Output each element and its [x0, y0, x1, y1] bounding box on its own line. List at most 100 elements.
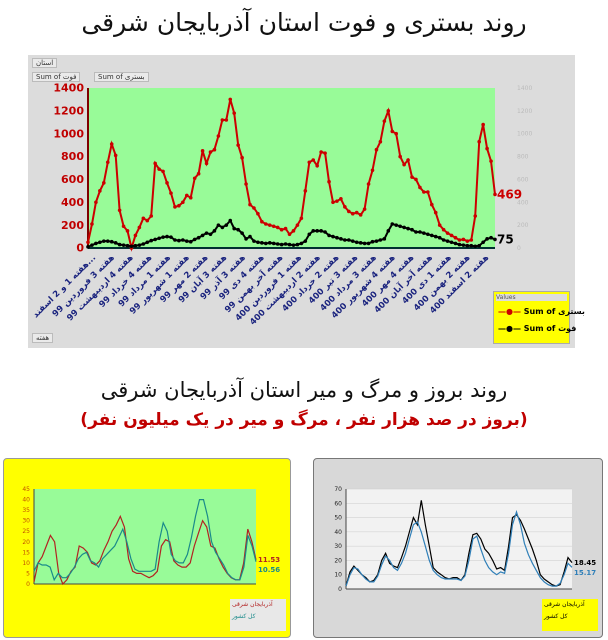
- data-point: [335, 199, 339, 203]
- data-point: [248, 202, 252, 207]
- data-point: [402, 162, 406, 167]
- data-point: [335, 235, 339, 240]
- data-point: [461, 237, 466, 242]
- data-point: [453, 241, 458, 246]
- data-point: [220, 225, 225, 230]
- data-point: [291, 229, 296, 233]
- data-point: [200, 233, 205, 238]
- data-point: [117, 242, 122, 247]
- data-point: [117, 208, 122, 213]
- data-point: [252, 206, 256, 210]
- data-point: [184, 193, 189, 198]
- data-point: [358, 241, 363, 245]
- data-point: [319, 229, 323, 233]
- data-point: [437, 223, 442, 227]
- data-point: [406, 226, 410, 231]
- data-point: [264, 222, 268, 226]
- data-point: [94, 200, 98, 205]
- data-point: [398, 224, 402, 229]
- data-point: [350, 239, 355, 243]
- y-tick-label: 1000: [53, 127, 84, 140]
- data-point: [137, 225, 142, 230]
- data-point: [402, 225, 406, 230]
- data-point: [426, 190, 430, 194]
- data-point: [212, 229, 217, 233]
- data-point: [493, 237, 497, 242]
- data-point: [429, 233, 434, 238]
- data-point: [196, 235, 201, 240]
- secondary-y-tick-label: 800: [517, 154, 529, 161]
- data-point: [489, 235, 493, 240]
- y-tick-label: 30: [334, 543, 342, 550]
- data-point: [299, 216, 304, 221]
- legend-label: Sum of بستری: [523, 307, 585, 316]
- legend-item-deaths: —●— Sum of فوت: [498, 324, 576, 333]
- data-point: [236, 143, 240, 147]
- data-point: [248, 234, 252, 239]
- data-point: [485, 146, 489, 151]
- data-point: [307, 232, 312, 237]
- y-tick-label: 20: [334, 557, 342, 564]
- data-point: [429, 202, 434, 207]
- data-point: [102, 181, 106, 185]
- data-point: [153, 237, 157, 242]
- data-point: [465, 239, 470, 243]
- chart-2: 0 10 20 30 40 50 60 70 18.45 15.17: [334, 486, 596, 593]
- y-tick-label: 25: [22, 528, 30, 535]
- data-point: [382, 119, 387, 123]
- data-point: [137, 243, 142, 247]
- data-point: [204, 161, 209, 166]
- data-point: [374, 147, 379, 152]
- data-point: [125, 229, 130, 233]
- data-point: [386, 229, 391, 233]
- data-point: [109, 142, 114, 146]
- data-point: [295, 223, 300, 227]
- data-point: [418, 230, 422, 234]
- filter-button[interactable]: استان: [32, 58, 58, 68]
- hospitalization-chart-panel: استان Sum of فوت Sum of بستری هفته 0 0 200…: [28, 55, 585, 348]
- y-tick-label: 0: [338, 586, 342, 593]
- chart-0: 0 0 200 200 400 400 600 600 800 800 1000 1000 1200 12…: [31, 82, 533, 328]
- field-button-hospital[interactable]: Sum of بستری: [94, 72, 149, 82]
- data-point: [331, 200, 335, 205]
- data-point: [339, 237, 343, 241]
- end-data-label: 469: [497, 187, 522, 201]
- data-point: [275, 225, 280, 230]
- data-point: [192, 176, 197, 181]
- data-point: [323, 151, 327, 155]
- data-point: [113, 153, 118, 158]
- data-point: [378, 139, 383, 144]
- y-tick-label: 200: [61, 219, 84, 232]
- data-point: [260, 241, 264, 245]
- data-point: [228, 97, 233, 102]
- legend-title: Values: [496, 294, 567, 301]
- field-button-deaths[interactable]: Sum of فوت: [32, 72, 81, 82]
- y-tick-label: 40: [22, 497, 30, 504]
- data-point: [98, 240, 102, 245]
- data-point: [279, 242, 284, 247]
- data-point: [86, 245, 90, 249]
- y-tick-label: 30: [22, 518, 30, 525]
- y-tick-label: 0: [26, 581, 30, 588]
- data-point: [457, 238, 462, 242]
- axis-field-button[interactable]: هفته: [32, 333, 54, 343]
- data-point: [378, 238, 383, 242]
- data-point: [485, 237, 489, 241]
- data-point: [358, 213, 363, 217]
- y-tick-label: 800: [61, 150, 84, 163]
- data-point: [228, 218, 233, 223]
- secondary-y-tick-label: 0: [517, 245, 521, 252]
- data-point: [362, 207, 367, 211]
- data-point: [481, 240, 485, 245]
- data-point: [173, 238, 177, 242]
- mid-subtitle: (بروز در صد هزار نفر ، مرگ و میر در یک م…: [80, 410, 528, 430]
- legend: Values —●— Sum of بستری —●— Sum of فوت: [493, 291, 585, 344]
- legend-marker: —●—: [498, 324, 521, 333]
- data-point: [287, 242, 292, 247]
- secondary-y-tick-label: 1400: [517, 85, 532, 92]
- data-point: [315, 229, 319, 233]
- series-line: [345, 500, 573, 587]
- data-point: [184, 239, 189, 243]
- data-point: [449, 240, 454, 245]
- data-point: [149, 238, 154, 243]
